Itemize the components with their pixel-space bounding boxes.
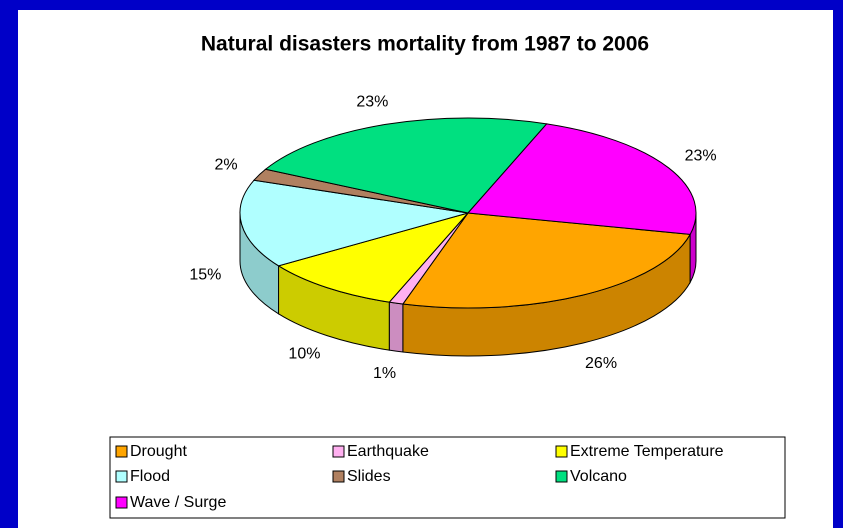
data-label: 23% (356, 94, 388, 111)
slice (466, 123, 697, 235)
data-label: 10% (288, 346, 320, 363)
legend-label: Flood (130, 468, 170, 485)
legend-label: Drought (130, 443, 187, 460)
data-label: 26% (585, 355, 617, 372)
legend-box (109, 436, 786, 519)
data-label: 2% (214, 156, 237, 173)
data-label: 23% (685, 148, 717, 165)
slice (277, 212, 470, 303)
slice (264, 117, 548, 214)
legend-swatch (115, 470, 128, 483)
legend-label: Slides (347, 468, 391, 485)
legend-label: Extreme Temperature (570, 443, 724, 460)
legend-swatch (115, 496, 128, 509)
slice (401, 212, 691, 309)
chart-title: Natural disasters mortality from 1987 to… (201, 33, 649, 56)
slice-side (388, 301, 404, 353)
legend-label: Wave / Surge (130, 494, 226, 511)
legend-swatch (555, 470, 568, 483)
legend-swatch (555, 445, 568, 458)
data-label: 1% (373, 365, 396, 382)
legend-label: Earthquake (347, 443, 429, 460)
legend-swatch (115, 445, 128, 458)
legend-swatch (332, 470, 345, 483)
data-label: 15% (189, 266, 221, 283)
legend-label: Volcano (570, 468, 627, 485)
slice (239, 179, 469, 267)
legend-swatch (332, 445, 345, 458)
